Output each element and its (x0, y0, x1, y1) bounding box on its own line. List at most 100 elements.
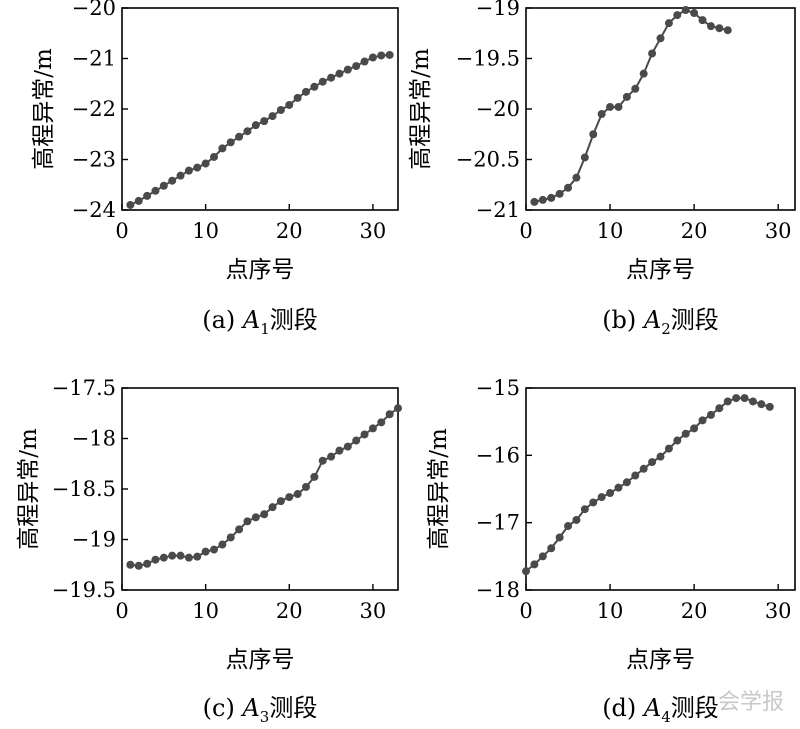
chart-svg: 0 10 20 30 −19 −19.5 −20 −20.5 −21 高程异常/m 点序号 (408, 0, 796, 283)
plot-frame (121, 7, 399, 211)
panel-b: 0 10 20 30 −19 −19.5 −20 −20.5 −21 高程异常/m 点序号 (b) A… (400, 0, 800, 350)
x-tick-label: 10 (192, 599, 219, 623)
data-point (318, 77, 327, 86)
data-point (690, 9, 699, 18)
x-tick-label: 30 (765, 219, 792, 243)
data-point (260, 510, 269, 519)
data-point (310, 82, 319, 91)
data-point (757, 400, 766, 409)
data-point (614, 102, 623, 111)
data-point (698, 16, 707, 25)
y-tick-label: −17.5 (52, 376, 116, 400)
data-point (293, 93, 302, 102)
data-point (589, 498, 598, 507)
x-tick-label: 0 (115, 219, 128, 243)
data-point (218, 144, 227, 153)
x-tick-label: 10 (597, 219, 624, 243)
data-point (690, 424, 699, 433)
data-point (176, 551, 185, 560)
data-point (715, 404, 724, 413)
x-axis-label: 点序号 (626, 257, 695, 283)
x-tick-label: 0 (115, 599, 128, 623)
data-point (715, 24, 724, 33)
panel-c: 0 10 20 30 −17.5 −18 −18.5 −19 −19.5 高程异常/m 点序号 (c)… (0, 375, 402, 729)
y-tick-label: −22 (72, 97, 116, 121)
y-tick-label: −18.5 (52, 477, 116, 501)
caption-segment-index: 4 (661, 707, 671, 726)
plot-frame (525, 387, 796, 591)
data-point (126, 200, 135, 209)
data-point (681, 6, 690, 15)
data-point (210, 545, 218, 554)
caption-suffix: 测段 (269, 694, 318, 722)
data-point (597, 493, 606, 502)
data-point (698, 416, 707, 425)
x-tick-label: 30 (765, 599, 792, 623)
data-point (276, 497, 285, 506)
y-tick-label: −24 (72, 198, 116, 222)
data-point (368, 424, 377, 433)
x-tick-label: 0 (519, 219, 532, 243)
data-point (335, 69, 344, 78)
chart-svg: 0 10 20 30 −20 −21 −22 −23 −24 高程异常/m 点序号 (31, 0, 399, 283)
data-point (285, 493, 294, 502)
caption-prefix: (a) (202, 306, 243, 334)
data-point (159, 181, 168, 190)
data-point (293, 490, 302, 499)
data-point (184, 166, 193, 175)
data-point (656, 34, 665, 43)
y-tick-label: −18 (476, 578, 520, 602)
data-point (126, 560, 135, 569)
y-tick-label: −15 (476, 376, 520, 400)
data-point (251, 121, 260, 130)
data-point (218, 540, 227, 549)
data-point (706, 22, 715, 31)
data-point (151, 555, 160, 564)
data-point (673, 11, 682, 20)
panel-a: 0 10 20 30 −20 −21 −22 −23 −24 高程异常/m 点序号 (a) A1测段 (0, 0, 400, 350)
data-point (159, 553, 168, 562)
data-point (580, 153, 589, 162)
data-point (614, 483, 623, 492)
data-point (664, 444, 673, 453)
data-point (639, 464, 648, 473)
data-point (360, 430, 369, 439)
data-point (748, 397, 757, 406)
y-axis-label: 高程异常/m (31, 48, 57, 170)
data-point (564, 522, 573, 531)
chart-svg: 0 10 20 30 −15 −16 −17 −18 高程异常/m 点序号 (426, 376, 796, 673)
data-point (184, 553, 193, 562)
caption-segment-index: 3 (259, 707, 270, 726)
data-point (631, 471, 640, 480)
data-point (310, 472, 319, 481)
data-point (740, 394, 749, 403)
data-point (134, 196, 143, 205)
data-point (648, 458, 657, 467)
data-point (530, 197, 539, 206)
data-point (335, 446, 344, 455)
data-point (530, 560, 539, 569)
data-point (285, 100, 294, 109)
caption-prefix: (b) (602, 306, 644, 334)
data-point (538, 552, 547, 561)
data-point (235, 132, 244, 141)
data-point (193, 163, 202, 172)
caption-segment-index: 1 (260, 319, 270, 338)
data-point (572, 515, 581, 524)
data-point (555, 533, 564, 542)
x-tick-label: 20 (276, 599, 303, 623)
data-point (134, 561, 143, 570)
data-point (547, 193, 556, 202)
y-tick-label: −19 (476, 0, 520, 20)
data-point (226, 533, 235, 542)
chart-svg: 0 10 20 30 −17.5 −18 −18.5 −19 −19.5 高程异常/m 点序号 (16, 376, 402, 673)
y-tick-label: −16 (476, 443, 520, 467)
data-point (201, 547, 210, 556)
y-tick-label: −19 (72, 528, 116, 552)
x-tick-label: 20 (681, 219, 708, 243)
data-point (268, 503, 277, 512)
data-point (343, 442, 352, 451)
data-point (151, 186, 160, 195)
data-point (732, 394, 741, 403)
data-point (251, 513, 260, 522)
